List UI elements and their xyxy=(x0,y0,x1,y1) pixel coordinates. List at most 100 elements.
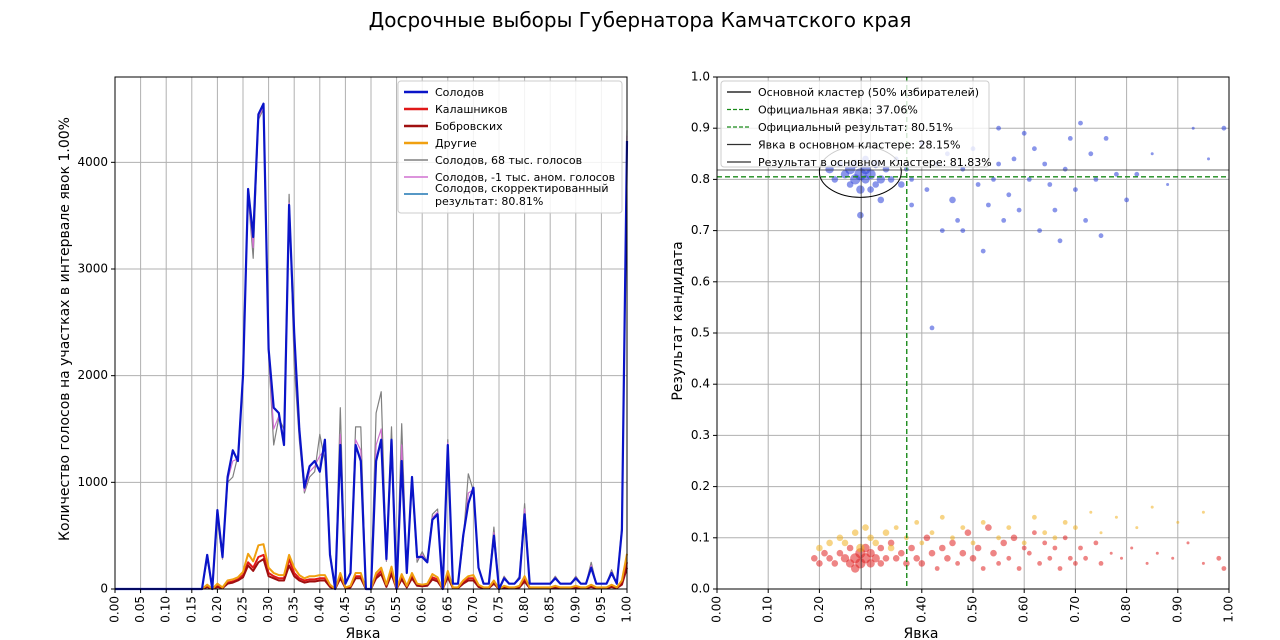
scatter-point xyxy=(866,549,875,558)
scatter-point xyxy=(959,549,967,557)
scatter-point xyxy=(929,530,935,536)
left-x-tick-label: 0.25 xyxy=(236,596,250,623)
right-y-tick-label: 0.9 xyxy=(691,121,710,135)
scatter-point xyxy=(1130,546,1134,550)
right-y-tick-label: 0.7 xyxy=(691,223,710,237)
scatter-point xyxy=(846,544,854,552)
left-x-tick-label: 0.85 xyxy=(543,596,557,623)
right-y-tick-label: 0.6 xyxy=(691,274,710,288)
left-y-tick-label: 0 xyxy=(100,582,108,596)
scatter-point xyxy=(1176,520,1180,524)
scatter-point xyxy=(836,534,844,542)
scatter-point xyxy=(970,540,976,546)
scatter-point xyxy=(877,196,885,204)
scatter-point xyxy=(1052,545,1058,551)
scatter-point xyxy=(1067,555,1073,561)
scatter-point xyxy=(882,529,890,536)
scatter-point xyxy=(928,549,936,557)
left-x-tick-label: 0.70 xyxy=(466,596,480,623)
scatter-point xyxy=(903,560,910,567)
scatter-point xyxy=(908,544,915,552)
left-x-tick-label: 0.40 xyxy=(312,596,326,623)
scatter-point xyxy=(1021,545,1027,551)
scatter-point xyxy=(1011,156,1017,162)
scatter-point xyxy=(1150,152,1154,156)
scatter-point xyxy=(1047,555,1053,561)
left-x-tick-label: 0.00 xyxy=(108,596,122,623)
right-legend-label: Официальная явка: 37.06% xyxy=(758,104,918,117)
scatter-point xyxy=(1042,540,1048,546)
scatter-point xyxy=(1120,556,1123,560)
scatter-point xyxy=(980,248,986,254)
scatter-point xyxy=(1155,551,1159,555)
right-x-tick-label: 0.70 xyxy=(1068,596,1082,623)
left-x-tick-label: 0.60 xyxy=(415,596,429,623)
scatter-point xyxy=(1186,541,1190,545)
right-x-tick-label: 0.40 xyxy=(914,596,928,623)
scatter-point xyxy=(1026,550,1032,556)
scatter-point xyxy=(887,539,895,547)
scatter-point xyxy=(909,177,914,182)
scatter-point xyxy=(1042,161,1048,167)
scatter-point xyxy=(924,187,930,193)
scatter-point xyxy=(1037,228,1042,234)
scatter-point xyxy=(1171,556,1175,560)
scatter-point xyxy=(1052,207,1058,213)
scatter-point xyxy=(836,549,844,557)
scatter-point xyxy=(1052,535,1058,541)
scatter-point xyxy=(892,555,900,562)
right-y-tick-label: 0.3 xyxy=(691,428,710,442)
scatter-point xyxy=(1042,530,1048,536)
scatter-point xyxy=(934,566,940,571)
right-legend-box xyxy=(720,80,990,168)
scatter-point xyxy=(949,539,956,547)
scatter-point xyxy=(1114,171,1119,177)
right-y-tick-label: 0.4 xyxy=(691,377,710,391)
right-y-tick-label: 0.2 xyxy=(691,479,710,493)
left-x-tick-label: 0.10 xyxy=(159,596,173,623)
scatter-point xyxy=(841,539,849,547)
scatter-point xyxy=(1062,520,1068,525)
left-x-tick-label: 0.50 xyxy=(364,596,378,623)
scatter-point xyxy=(866,559,875,568)
scatter-point xyxy=(996,125,1001,131)
scatter-point xyxy=(918,560,926,567)
scatter-point xyxy=(996,161,1001,167)
scatter-point xyxy=(1073,525,1078,530)
scatter-point xyxy=(939,544,946,552)
right-legend-label: Официальный результат: 80.51% xyxy=(758,121,953,134)
scatter-point xyxy=(1145,561,1149,565)
scatter-point xyxy=(831,176,839,183)
scatter-point xyxy=(1057,238,1063,244)
scatter-point xyxy=(1103,136,1109,141)
right-x-tick-label: 0.60 xyxy=(1017,596,1031,623)
left-legend-label: Солодов, 68 тыс. голосов xyxy=(435,154,582,167)
scatter-point xyxy=(1037,561,1042,566)
scatter-point xyxy=(1021,540,1027,546)
scatter-point xyxy=(865,169,876,180)
scatter-point xyxy=(1010,534,1018,542)
scatter-point xyxy=(821,549,828,557)
scatter-point xyxy=(964,529,972,536)
scatter-point xyxy=(887,544,895,552)
scatter-point xyxy=(914,520,920,525)
scatter-point xyxy=(877,560,885,567)
scatter-point xyxy=(867,534,874,542)
left-series-line xyxy=(115,543,628,590)
scatter-point xyxy=(840,554,850,563)
right-legend-label: Явка в основном кластере: 28.15% xyxy=(758,139,960,152)
left-legend-label: Другие xyxy=(435,137,477,150)
right-x-tick-label: 0.00 xyxy=(710,596,724,623)
scatter-point xyxy=(969,555,977,562)
scatter-point xyxy=(1201,561,1205,565)
scatter-point xyxy=(955,561,960,566)
left-y-tick-label: 3000 xyxy=(77,262,108,276)
scatter-point xyxy=(1201,510,1205,514)
left-x-tick-label: 0.55 xyxy=(389,596,403,623)
scatter-point xyxy=(1109,551,1113,555)
scatter-point xyxy=(1016,566,1022,571)
scatter-point xyxy=(1099,531,1103,535)
left-x-tick-label: 0.80 xyxy=(517,596,531,623)
right-y-tick-label: 0.1 xyxy=(691,530,710,544)
